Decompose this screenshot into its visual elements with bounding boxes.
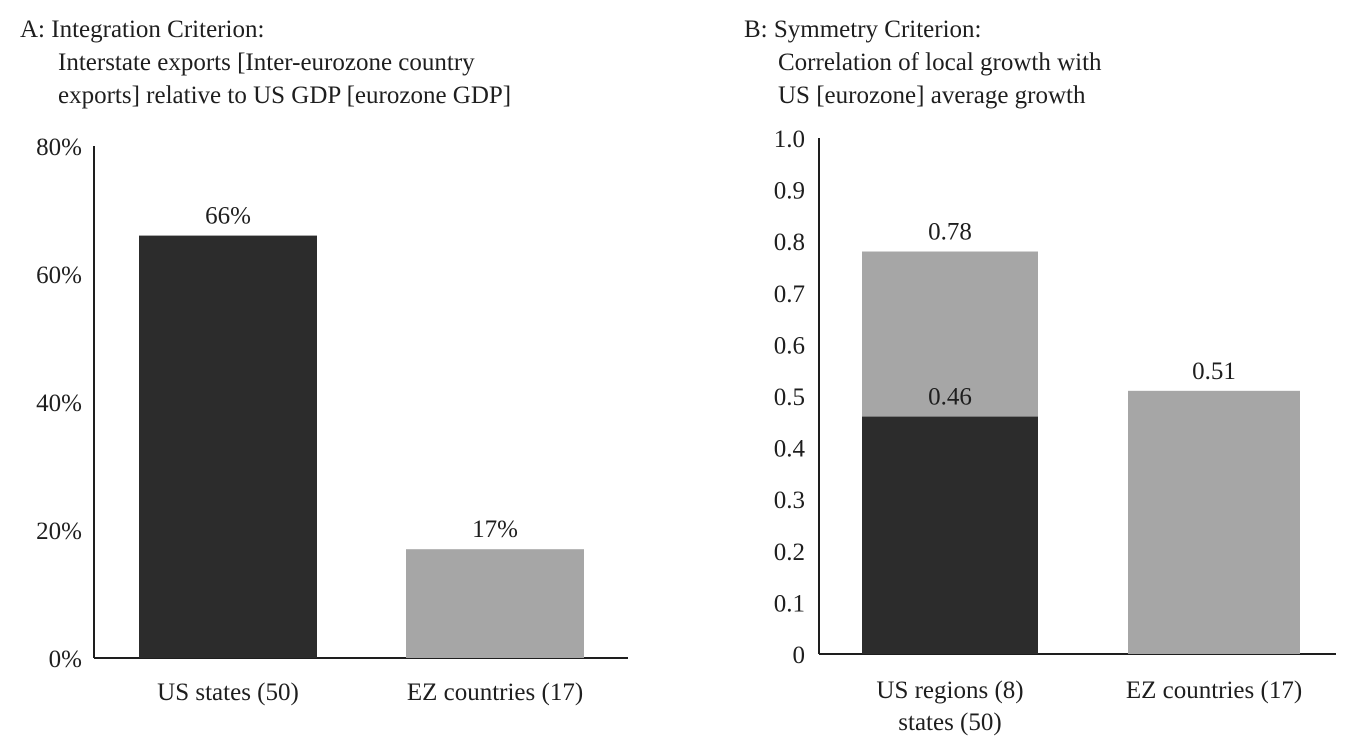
panel-a-title-line1: A: Integration Criterion:: [20, 16, 265, 43]
panel-b-y-tick-label: 1.0: [774, 126, 805, 153]
panel-b-y-tick-label: 0.5: [774, 384, 805, 411]
panel-a-subtitle-line2: exports] relative to US GDP [eurozone GD…: [58, 82, 512, 109]
panel-b-y-tick-label: 0.8: [774, 229, 805, 256]
panel-b-category-label: states (50): [898, 709, 1001, 736]
panel-b-data-label: 0.78: [928, 219, 972, 246]
panel-a-y-tick-label: 60%: [36, 262, 82, 289]
panel-b-y-tick-label: 0.1: [774, 590, 805, 617]
panel-a-y-tick-label: 0%: [49, 646, 82, 673]
panel-b-y-tick-label: 0.3: [774, 487, 805, 514]
panel-b-category-label: US regions (8): [876, 677, 1023, 704]
panel-a-data-label: 17%: [472, 516, 518, 543]
panel-a-y-tick-label: 20%: [36, 518, 82, 545]
panel-b-y-tick-label: 0.6: [774, 332, 805, 359]
panel-b-y-tick-label: 0.7: [774, 281, 805, 308]
panel-a-bar: [406, 549, 584, 658]
panel-b-title: B: Symmetry Criterion: Correlation of lo…: [744, 13, 1102, 112]
panel-b-y-tick-label: 0.9: [774, 178, 805, 205]
panel-b-title-line1: B: Symmetry Criterion:: [744, 16, 982, 43]
panel-b-y-tick-label: 0.4: [774, 436, 806, 463]
panel-b-y-tick-label: 0: [793, 642, 806, 669]
panel-a-subtitle-line1: Interstate exports [Inter-eurozone count…: [58, 49, 475, 76]
panel-a-category-label: EZ countries (17): [407, 679, 583, 706]
panel-a-data-label: 66%: [205, 203, 251, 230]
panel-a-y-tick-label: 80%: [36, 134, 82, 161]
panel-b-data-label: 0.46: [928, 384, 972, 411]
panel-b-y-tick-label: 0.2: [774, 539, 805, 566]
panel-b-data-label: 0.51: [1192, 358, 1236, 385]
panel-a-category-label: US states (50): [157, 679, 299, 706]
panel-b-bar-segment: [862, 416, 1038, 654]
panel-a-y-tick-label: 40%: [36, 390, 82, 417]
panel-b-bar-segment: [1128, 390, 1300, 654]
panel-b-category-label: EZ countries (17): [1126, 677, 1302, 704]
panel-a-title: A: Integration Criterion: Interstate exp…: [20, 13, 511, 112]
panel-a-bar: [139, 235, 317, 658]
panel-b-subtitle-line1: Correlation of local growth with: [778, 49, 1102, 76]
panel-b-subtitle-line2: US [eurozone] average growth: [778, 82, 1086, 109]
